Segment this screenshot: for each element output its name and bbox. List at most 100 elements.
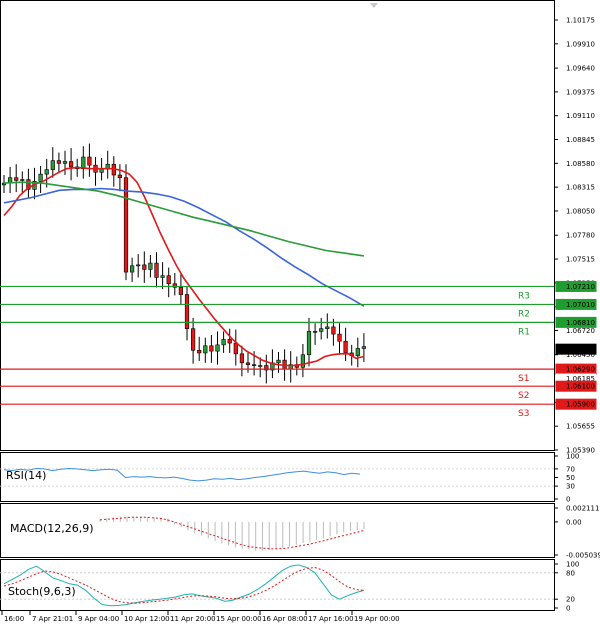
macd-tick-label: 0.002111 bbox=[566, 505, 599, 513]
candle-body bbox=[56, 160, 61, 164]
macd-pane[interactable] bbox=[0, 503, 555, 558]
candle-body bbox=[136, 264, 141, 267]
candle-body bbox=[325, 326, 330, 329]
candle-body bbox=[197, 349, 202, 354]
stoch-tick-label: 100 bbox=[566, 561, 579, 569]
macd-plot: 0.002111 0.00 -0.005039 bbox=[99, 505, 600, 560]
candle-body bbox=[209, 345, 214, 352]
price-tag-label: 1.06100 bbox=[566, 383, 595, 391]
price-tag-label: 1.06810 bbox=[566, 319, 595, 327]
candle-body bbox=[123, 177, 129, 273]
price-tag bbox=[555, 343, 597, 355]
price-pane[interactable] bbox=[0, 0, 555, 451]
price-tag-label: 1.05900 bbox=[566, 401, 595, 409]
candle-body bbox=[276, 359, 281, 364]
candle-body bbox=[227, 339, 232, 344]
macd-tick-label: 0.00 bbox=[566, 518, 582, 526]
price-tag bbox=[555, 398, 597, 410]
candle-body bbox=[221, 339, 226, 346]
rsi-title: RSI(14) bbox=[6, 469, 46, 482]
time-tick-label: 9 Apr 04:00 bbox=[78, 615, 119, 623]
pivot-label: S2 bbox=[518, 391, 529, 401]
price-tick-label: 1.09640 bbox=[566, 65, 595, 73]
pivot-levels: R3 R2 R1 S1 S2 S3 bbox=[0, 285, 554, 419]
moving-average-line bbox=[3, 187, 365, 307]
candle-body bbox=[87, 156, 92, 166]
rsi-line bbox=[3, 467, 361, 482]
price-tick-label: 1.05655 bbox=[566, 423, 595, 431]
candle-body bbox=[160, 275, 165, 278]
time-tick-label: 17 Apr 16:00 bbox=[308, 615, 354, 623]
candle-body bbox=[44, 169, 49, 175]
rsi-tick-label: 100 bbox=[566, 453, 579, 461]
price-tick-label: 1.05390 bbox=[566, 447, 595, 455]
price-tag-label: 1.07010 bbox=[566, 301, 595, 309]
stoch-line bbox=[3, 566, 365, 604]
candle-body bbox=[312, 331, 318, 333]
rsi-tick-label: 0 bbox=[566, 496, 570, 504]
candle-body bbox=[184, 294, 190, 329]
candle-body bbox=[178, 287, 184, 295]
rsi-tick-label: 70 bbox=[566, 465, 575, 473]
price-tag-label: 1.06185 bbox=[566, 375, 595, 383]
time-tick-label: 16 Apr 08:00 bbox=[262, 615, 308, 623]
candle-body bbox=[142, 264, 147, 270]
price-tag bbox=[555, 380, 597, 392]
price-tick-label: 1.07780 bbox=[566, 232, 595, 240]
time-tick-label: 11 Apr 20:00 bbox=[170, 615, 216, 623]
scroll-marker-icon[interactable] bbox=[370, 3, 378, 8]
pivot-label: R1 bbox=[518, 327, 530, 337]
price-tick-label: 1.09375 bbox=[566, 88, 595, 96]
candle-body bbox=[1, 182, 7, 186]
price-tick-label: 1.08315 bbox=[566, 184, 595, 192]
candle-body bbox=[117, 174, 122, 179]
candle-body bbox=[245, 362, 251, 365]
moving-average-line bbox=[3, 181, 365, 257]
price-tag-label: 1.07210 bbox=[566, 283, 595, 291]
candle-body bbox=[264, 365, 269, 371]
candle-body bbox=[154, 262, 159, 278]
candle-body bbox=[300, 354, 306, 368]
candle-body bbox=[69, 161, 74, 168]
price-tick-label: 1.06720 bbox=[566, 327, 595, 335]
price-tick-label: 1.07515 bbox=[566, 256, 595, 264]
candle-body bbox=[148, 262, 153, 270]
price-tag bbox=[556, 373, 596, 384]
price-plot bbox=[1, 143, 367, 384]
candle-body bbox=[233, 342, 238, 355]
rsi-tick-label: 50 bbox=[566, 474, 575, 482]
candle-body bbox=[62, 161, 68, 164]
time-tick-label: 19 Apr 00:00 bbox=[354, 615, 400, 623]
price-axis: 1.10175 1.09910 1.09640 1.09375 1.09110 1.088… bbox=[554, 17, 597, 455]
candle-body bbox=[215, 344, 220, 352]
pivot-label: R3 bbox=[518, 291, 530, 301]
candle-body bbox=[361, 346, 367, 349]
price-tag bbox=[555, 280, 597, 292]
time-tick-label: 15 Apr 00:00 bbox=[216, 615, 262, 623]
candle-body bbox=[130, 265, 135, 273]
macd-tick-label: -0.005039 bbox=[566, 552, 600, 560]
pivot-label: S1 bbox=[518, 374, 529, 384]
stoch-tick-label: 0 bbox=[566, 605, 570, 613]
pivot-label: R2 bbox=[518, 309, 530, 319]
candle-body bbox=[38, 173, 43, 182]
price-tick-label: 1.09910 bbox=[566, 40, 595, 48]
price-tick-label: 1.08580 bbox=[566, 160, 595, 168]
price-tick-label: 1.08050 bbox=[566, 207, 595, 215]
candle-body bbox=[191, 328, 196, 351]
time-tick-label: 16:00 bbox=[4, 615, 24, 623]
time-axis: 16:00 7 Apr 21:01 9 Apr 04:00 10 Apr 12:00 1… bbox=[1, 611, 400, 623]
stoch-line bbox=[3, 564, 365, 607]
price-tag-label: 1.06290 bbox=[566, 366, 595, 374]
macd-signal-line bbox=[99, 516, 365, 550]
stoch-tick-label: 80 bbox=[566, 569, 575, 577]
candle-body bbox=[337, 333, 342, 342]
moving-average-line bbox=[3, 167, 365, 367]
candle-body bbox=[14, 177, 19, 181]
stoch-pane[interactable] bbox=[0, 559, 555, 611]
price-tick-label: 1.09110 bbox=[566, 112, 595, 120]
macd-title: MACD(12,26,9) bbox=[10, 522, 94, 535]
